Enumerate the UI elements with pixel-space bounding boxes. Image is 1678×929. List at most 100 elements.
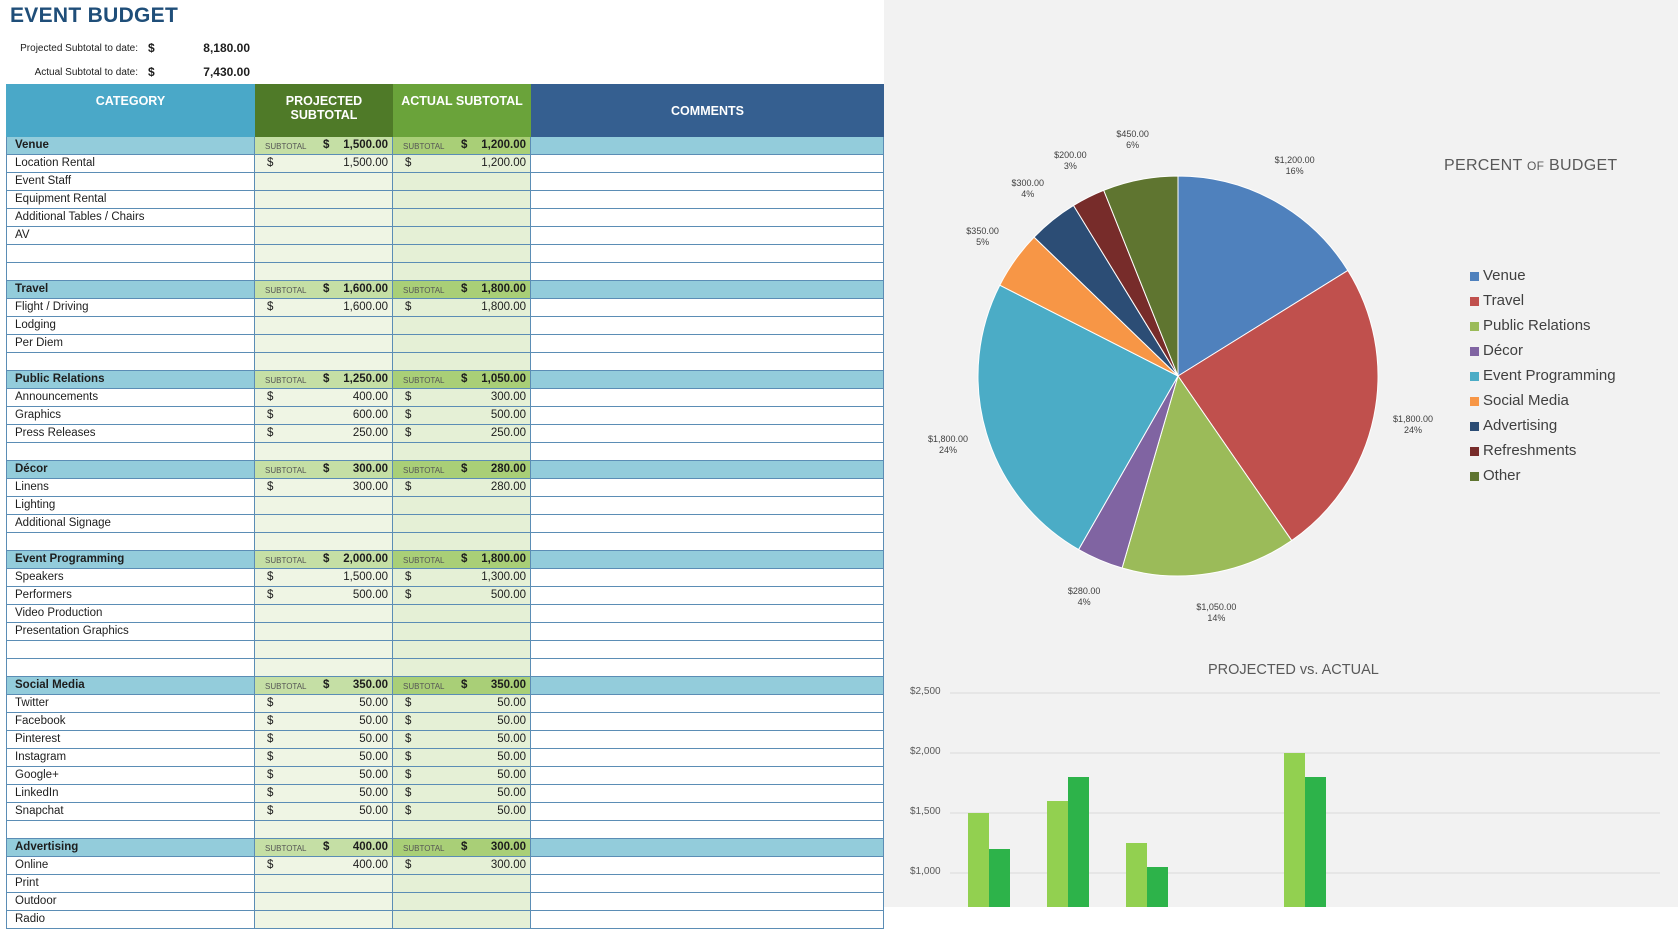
comments-cell[interactable]: [531, 299, 884, 316]
category-cell[interactable]: [6, 263, 255, 280]
comments-cell[interactable]: [531, 353, 884, 370]
comments-cell[interactable]: [531, 389, 884, 406]
bar[interactable]: [1305, 777, 1326, 907]
pie-slice[interactable]: [1121, 374, 1293, 577]
comments-cell[interactable]: [531, 407, 884, 424]
comments-cell[interactable]: [531, 677, 884, 694]
projected-cell[interactable]: [255, 497, 393, 514]
category-cell[interactable]: Per Diem: [6, 335, 255, 352]
projected-cell[interactable]: $50.00: [255, 695, 393, 712]
category-cell[interactable]: Radio: [6, 911, 255, 928]
category-cell[interactable]: Lodging: [6, 317, 255, 334]
projected-cell[interactable]: [255, 605, 393, 622]
category-cell[interactable]: Linens: [6, 479, 255, 496]
projected-cell[interactable]: $300.00: [255, 479, 393, 496]
actual-cell[interactable]: SUBTOTAL $300.00: [393, 839, 531, 856]
comments-cell[interactable]: [531, 137, 884, 154]
category-cell[interactable]: Equipment Rental: [6, 191, 255, 208]
actual-cell[interactable]: SUBTOTAL $1,200.00: [393, 137, 531, 154]
comments-cell[interactable]: [531, 749, 884, 766]
projected-cell[interactable]: $50.00: [255, 713, 393, 730]
comments-header[interactable]: COMMENTS: [531, 84, 884, 137]
comments-cell[interactable]: [531, 209, 884, 226]
actual-cell[interactable]: $280.00: [393, 479, 531, 496]
projected-cell[interactable]: SUBTOTAL $300.00: [255, 461, 393, 478]
category-cell[interactable]: Announcements: [6, 389, 255, 406]
projected-cell[interactable]: [255, 875, 393, 892]
comments-cell[interactable]: [531, 875, 884, 892]
pie-slice[interactable]: [1103, 175, 1179, 377]
bar[interactable]: [1126, 843, 1147, 907]
actual-cell[interactable]: [393, 497, 531, 514]
category-cell[interactable]: Event Staff: [6, 173, 255, 190]
projected-cell[interactable]: [255, 515, 393, 532]
projected-header[interactable]: PROJECTED SUBTOTAL: [255, 84, 393, 137]
comments-cell[interactable]: [531, 425, 884, 442]
bar[interactable]: [1147, 867, 1168, 907]
actual-cell[interactable]: $1,200.00: [393, 155, 531, 172]
comments-cell[interactable]: [531, 443, 884, 460]
category-cell[interactable]: [6, 533, 255, 550]
actual-cell[interactable]: SUBTOTAL $1,800.00: [393, 281, 531, 298]
comments-cell[interactable]: [531, 533, 884, 550]
actual-cell[interactable]: $50.00: [393, 803, 531, 820]
projected-cell[interactable]: [255, 641, 393, 658]
actual-cell[interactable]: [393, 623, 531, 640]
category-cell[interactable]: Graphics: [6, 407, 255, 424]
comments-cell[interactable]: [531, 731, 884, 748]
category-cell[interactable]: [6, 245, 255, 262]
actual-cell[interactable]: [393, 911, 531, 928]
category-cell[interactable]: Facebook: [6, 713, 255, 730]
comments-cell[interactable]: [531, 713, 884, 730]
actual-cell[interactable]: [393, 515, 531, 532]
projected-cell[interactable]: SUBTOTAL $350.00: [255, 677, 393, 694]
category-cell[interactable]: Speakers: [6, 569, 255, 586]
comments-cell[interactable]: [531, 641, 884, 658]
actual-cell[interactable]: [393, 245, 531, 262]
comments-cell[interactable]: [531, 461, 884, 478]
category-cell[interactable]: Twitter: [6, 695, 255, 712]
category-cell[interactable]: Advertising: [6, 839, 255, 856]
category-cell[interactable]: Performers: [6, 587, 255, 604]
actual-cell[interactable]: [393, 821, 531, 838]
actual-cell[interactable]: $250.00: [393, 425, 531, 442]
projected-cell[interactable]: [255, 209, 393, 226]
projected-cell[interactable]: $1,500.00: [255, 155, 393, 172]
comments-cell[interactable]: [531, 587, 884, 604]
actual-cell[interactable]: SUBTOTAL $1,050.00: [393, 371, 531, 388]
comments-cell[interactable]: [531, 317, 884, 334]
category-cell[interactable]: Additional Tables / Chairs: [6, 209, 255, 226]
comments-cell[interactable]: [531, 767, 884, 784]
comments-cell[interactable]: [531, 155, 884, 172]
comments-cell[interactable]: [531, 173, 884, 190]
comments-cell[interactable]: [531, 497, 884, 514]
projected-cell[interactable]: $250.00: [255, 425, 393, 442]
category-cell[interactable]: Venue: [6, 137, 255, 154]
comments-cell[interactable]: [531, 551, 884, 568]
actual-cell[interactable]: [393, 335, 531, 352]
comments-cell[interactable]: [531, 605, 884, 622]
comments-cell[interactable]: [531, 911, 884, 928]
projected-cell[interactable]: [255, 443, 393, 460]
actual-cell[interactable]: [393, 353, 531, 370]
projected-cell[interactable]: SUBTOTAL $2,000.00: [255, 551, 393, 568]
comments-cell[interactable]: [531, 821, 884, 838]
category-cell[interactable]: Video Production: [6, 605, 255, 622]
category-cell[interactable]: Pinterest: [6, 731, 255, 748]
actual-cell[interactable]: $50.00: [393, 749, 531, 766]
comments-cell[interactable]: [531, 659, 884, 676]
projected-cell[interactable]: $50.00: [255, 803, 393, 820]
actual-cell[interactable]: $50.00: [393, 713, 531, 730]
category-cell[interactable]: Flight / Driving: [6, 299, 255, 316]
actual-cell[interactable]: [393, 875, 531, 892]
actual-cell[interactable]: $1,300.00: [393, 569, 531, 586]
category-cell[interactable]: Additional Signage: [6, 515, 255, 532]
category-cell[interactable]: Press Releases: [6, 425, 255, 442]
actual-cell[interactable]: SUBTOTAL $1,800.00: [393, 551, 531, 568]
projected-cell[interactable]: [255, 659, 393, 676]
actual-cell[interactable]: SUBTOTAL $280.00: [393, 461, 531, 478]
projected-cell[interactable]: [255, 533, 393, 550]
category-cell[interactable]: Google+: [6, 767, 255, 784]
projected-cell[interactable]: SUBTOTAL $1,250.00: [255, 371, 393, 388]
category-cell[interactable]: Print: [6, 875, 255, 892]
